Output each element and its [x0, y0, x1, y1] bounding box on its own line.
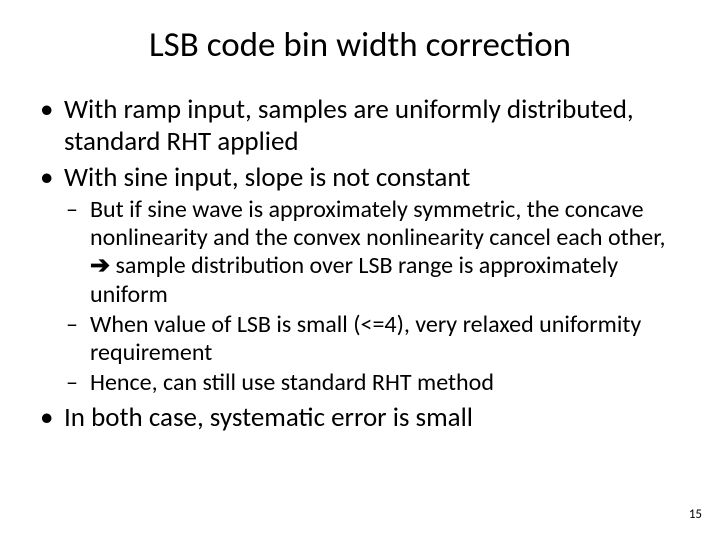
sub-bullet-text: When value of LSB is small (<=4), very r… [90, 310, 641, 367]
bullet-list-level2: But if sine wave is approximately symmet… [64, 196, 684, 398]
slide: LSB code bin width correction With ramp … [0, 0, 720, 540]
bullet-text: In both case, systematic error is small [64, 401, 473, 434]
bullet-item: With ramp input, samples are uniformly d… [36, 94, 684, 158]
bullet-list-level1: With ramp input, samples are uniformly d… [36, 94, 684, 434]
bullet-text: With sine input, slope is not constant [64, 161, 470, 194]
arrow-icon: ➔ [90, 252, 110, 279]
sub-bullet-text-part: But if sine wave is approximately symmet… [90, 195, 666, 252]
slide-title: LSB code bin width correction [36, 24, 684, 66]
sub-bullet-item: Hence, can still use standard RHT method [64, 369, 684, 397]
sub-bullet-item: But if sine wave is approximately symmet… [64, 196, 684, 309]
page-number: 15 [689, 507, 702, 522]
bullet-item: With sine input, slope is not constant B… [36, 162, 684, 398]
sub-bullet-text-part: sample distribution over LSB range is ap… [90, 251, 618, 308]
bullet-item: In both case, systematic error is small [36, 402, 684, 434]
slide-body: With ramp input, samples are uniformly d… [36, 94, 684, 434]
sub-bullet-text: Hence, can still use standard RHT method [90, 368, 494, 397]
sub-bullet-item: When value of LSB is small (<=4), very r… [64, 311, 684, 368]
bullet-text: With ramp input, samples are uniformly d… [64, 93, 634, 158]
